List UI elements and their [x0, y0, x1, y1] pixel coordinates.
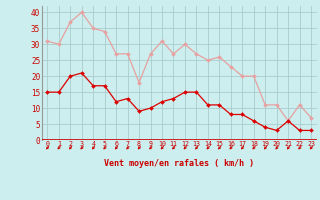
X-axis label: Vent moyen/en rafales ( km/h ): Vent moyen/en rafales ( km/h ) — [104, 158, 254, 167]
